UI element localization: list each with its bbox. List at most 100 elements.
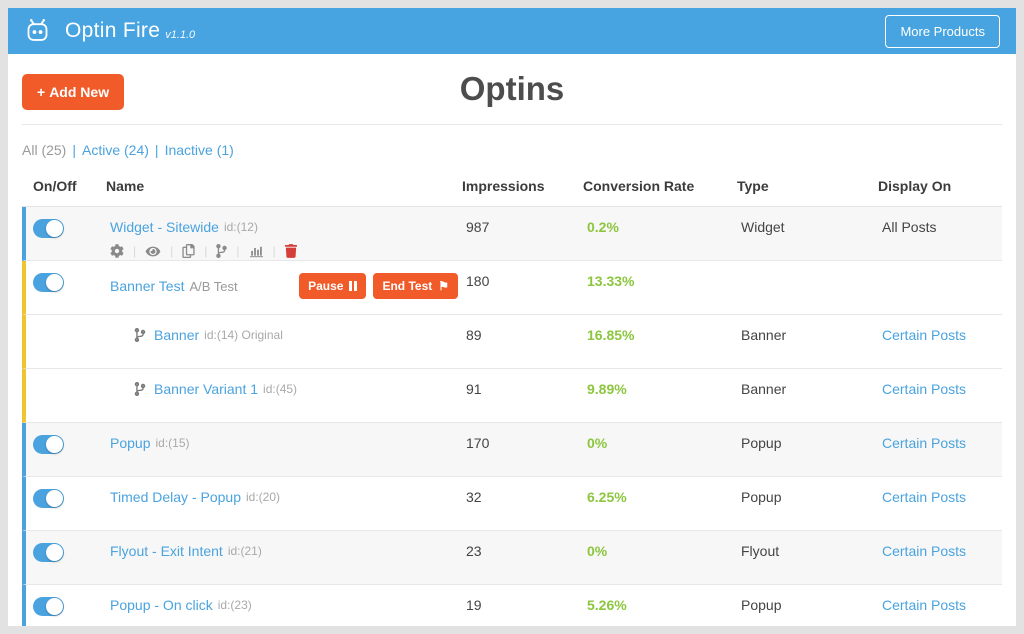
- toggle-knob: [46, 436, 63, 453]
- ab-fork-icon[interactable]: [216, 244, 228, 258]
- conversion-rate-value: 13.33%: [587, 273, 635, 289]
- display-on-link[interactable]: Certain Posts: [882, 327, 967, 343]
- impressions-value: 91: [466, 381, 482, 397]
- type-value: Flyout: [741, 543, 780, 559]
- conversion-rate-value: 6.25%: [587, 489, 627, 505]
- trash-icon[interactable]: [284, 244, 297, 258]
- optin-suffix-label: A/B Test: [189, 278, 238, 294]
- optin-name-link[interactable]: Flyout - Exit Intent: [110, 543, 223, 559]
- display-on-value: Certain Posts: [882, 435, 1002, 451]
- optin-name-link[interactable]: Popup: [110, 435, 151, 451]
- display-on-link[interactable]: Certain Posts: [882, 543, 967, 559]
- toggle-knob: [46, 274, 63, 291]
- optin-name-link[interactable]: Banner Variant 1: [154, 381, 259, 397]
- type-value: Widget: [741, 219, 785, 235]
- app-window: Optin Fire v1.1.0 More Products + Add New…: [8, 8, 1016, 626]
- robot-logo-icon: [24, 18, 51, 45]
- type-value: Popup: [741, 435, 782, 451]
- type-value: Popup: [741, 489, 782, 505]
- table-row: Widget - Sitewide id:(12) | | |: [22, 207, 1002, 261]
- app-title: Optin Fire: [65, 19, 161, 42]
- onoff-toggle[interactable]: [33, 489, 64, 508]
- display-on-link[interactable]: Certain Posts: [882, 489, 967, 505]
- onoff-toggle[interactable]: [33, 219, 64, 238]
- impressions-value: 19: [466, 597, 482, 613]
- optin-id-label: id:(21): [227, 544, 262, 558]
- filter-all[interactable]: All (25): [22, 142, 67, 158]
- display-on-value: Certain Posts: [882, 543, 1002, 559]
- column-name: Name: [106, 178, 145, 194]
- table-row: Flyout - Exit Intent id:(21) 23 0% Flyou…: [22, 531, 1002, 585]
- column-conversion-rate: Conversion Rate: [583, 178, 695, 194]
- optin-name-link[interactable]: Timed Delay - Popup: [110, 489, 241, 505]
- column-display-on: Display On: [878, 178, 952, 194]
- table-row: Banner id:(14) Original 89 16.85% Banner…: [22, 315, 1002, 369]
- conversion-rate-value: 0.2%: [587, 219, 619, 235]
- conversion-rate-value: 5.26%: [587, 597, 627, 613]
- cogs-icon[interactable]: [110, 244, 124, 258]
- optin-id-label: id:(14) Original: [204, 328, 283, 342]
- type-value: Banner: [741, 327, 787, 343]
- table-row: Popup - On click id:(23) 19 5.26% Popup …: [22, 585, 1002, 626]
- display-on-value: Certain Posts: [882, 381, 1002, 397]
- column-impressions: Impressions: [462, 178, 545, 194]
- onoff-toggle[interactable]: [33, 543, 64, 562]
- page-title: Optins: [459, 70, 565, 107]
- impressions-value: 180: [466, 273, 490, 289]
- display-on-link[interactable]: Certain Posts: [882, 597, 967, 613]
- filter-bar: All (25) | Active (24) | Inactive (1): [22, 142, 234, 158]
- impressions-value: 170: [466, 435, 490, 451]
- ab-fork-icon: [134, 328, 146, 342]
- toggle-knob: [46, 220, 63, 237]
- impressions-value: 23: [466, 543, 482, 559]
- display-on-link[interactable]: Certain Posts: [882, 435, 967, 451]
- pause-icon: [349, 281, 358, 291]
- end-test-button[interactable]: End Test ⚑: [373, 273, 458, 299]
- plus-icon: +: [37, 84, 46, 100]
- add-new-button[interactable]: + Add New: [22, 74, 125, 110]
- eye-icon[interactable]: [145, 245, 161, 258]
- app-version: v1.1.0: [165, 28, 196, 41]
- optin-id-label: id:(12): [223, 220, 258, 234]
- type-value: Banner: [741, 381, 787, 397]
- impressions-value: 32: [466, 489, 482, 505]
- onoff-toggle[interactable]: [33, 435, 64, 454]
- display-on-value: Certain Posts: [882, 327, 1002, 343]
- finish-flag-icon: ⚑: [438, 279, 449, 293]
- optin-name-link[interactable]: Banner Test: [110, 278, 185, 294]
- column-onoff: On/Off: [33, 178, 77, 194]
- optin-name-link[interactable]: Popup - On click: [110, 597, 213, 613]
- conversion-rate-value: 9.89%: [587, 381, 627, 397]
- optin-name-link[interactable]: Banner: [154, 327, 200, 343]
- onoff-toggle[interactable]: [33, 597, 64, 616]
- table-row: Popup id:(15) 170 0% Popup Certain Posts: [22, 423, 1002, 477]
- column-type: Type: [737, 178, 769, 194]
- filter-active[interactable]: Active (24): [82, 142, 149, 158]
- optin-table-body: Widget - Sitewide id:(12) | | |: [22, 207, 1002, 626]
- conversion-rate-value: 16.85%: [587, 327, 635, 343]
- table-row: Timed Delay - Popup id:(20) 32 6.25% Pop…: [22, 477, 1002, 531]
- display-on-value: Certain Posts: [882, 489, 1002, 505]
- stats-icon[interactable]: [249, 245, 264, 258]
- impressions-value: 89: [466, 327, 482, 343]
- optin-id-label: id:(15): [155, 436, 190, 450]
- more-products-button[interactable]: More Products: [885, 14, 1000, 48]
- display-on-link[interactable]: Certain Posts: [882, 381, 967, 397]
- onoff-toggle[interactable]: [33, 273, 64, 292]
- table-row: Banner Test A/B Test Pause End Test ⚑ 180…: [22, 261, 1002, 315]
- title-row: + Add New Optins: [22, 54, 1002, 124]
- filter-inactive[interactable]: Inactive (1): [164, 142, 234, 158]
- optin-name-link[interactable]: Widget - Sitewide: [110, 219, 219, 235]
- display-on-value: All Posts: [882, 219, 937, 235]
- table-row: Banner Variant 1 id:(45) 91 9.89% Banner…: [22, 369, 1002, 423]
- type-value: Popup: [741, 597, 782, 613]
- optin-id-label: id:(20): [245, 490, 280, 504]
- conversion-rate-value: 0%: [587, 543, 608, 559]
- duplicate-icon[interactable]: [182, 244, 195, 258]
- optin-id-label: id:(23): [217, 598, 252, 612]
- impressions-value: 987: [466, 219, 490, 235]
- optin-id-label: id:(45): [263, 382, 298, 396]
- toggle-knob: [46, 544, 63, 561]
- pause-test-button[interactable]: Pause: [299, 273, 367, 299]
- row-actions: | | | | |: [110, 244, 466, 258]
